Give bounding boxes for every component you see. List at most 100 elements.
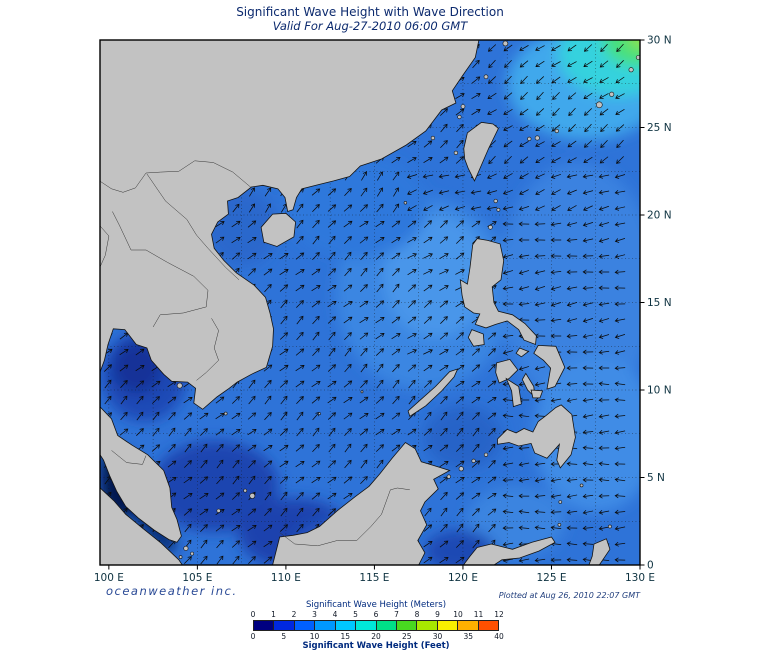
- land-palawan: [407, 368, 459, 417]
- wave-direction-arrow: [136, 411, 144, 421]
- wave-direction-arrow: [486, 190, 498, 195]
- wave-direction-arrow: [344, 236, 352, 244]
- wave-direction-arrow: [535, 189, 545, 195]
- wave-direction-arrow: [407, 349, 417, 355]
- wave-direction-arrow: [392, 171, 400, 181]
- wave-direction-arrow: [456, 332, 464, 340]
- wave-direction-arrow: [584, 123, 592, 133]
- islet: [446, 474, 451, 479]
- wave-direction-arrow: [376, 363, 384, 373]
- wave-direction-arrow: [535, 141, 545, 147]
- wave-direction-arrow: [104, 395, 112, 405]
- islet: [609, 91, 615, 97]
- wave-direction-arrow: [328, 331, 336, 341]
- land-luzon: [459, 238, 537, 346]
- wave-direction-arrow: [391, 252, 401, 260]
- wave-direction-arrow: [502, 541, 514, 547]
- wave-direction-arrow: [520, 92, 528, 100]
- wave-direction-arrow: [312, 204, 320, 212]
- wave-direction-arrow: [407, 284, 417, 292]
- wave-direction-arrow: [472, 508, 480, 516]
- wave-direction-arrow: [183, 508, 193, 516]
- wave-direction-arrow: [503, 173, 513, 179]
- wave-direction-arrow: [535, 205, 545, 211]
- wave-direction-arrow: [566, 253, 578, 259]
- wave-direction-arrow: [311, 380, 321, 388]
- wave-direction-arrow: [375, 316, 385, 324]
- wave-direction-arrow: [408, 379, 416, 389]
- wave-direction-arrow: [535, 45, 545, 51]
- wave-direction-arrow: [535, 156, 545, 164]
- islet: [178, 555, 183, 559]
- plotted-timestamp: Plotted at Aug 26, 2010 22:07 GMT: [498, 591, 640, 600]
- wave-direction-arrow: [535, 60, 545, 68]
- wave-direction-arrow: [231, 492, 240, 500]
- wave-direction-arrow: [552, 92, 560, 100]
- wave-direction-arrow: [566, 381, 578, 387]
- wave-direction-arrow: [550, 269, 562, 275]
- wave-direction-arrow: [280, 315, 288, 325]
- wave-height-patch: [602, 40, 640, 67]
- wave-direction-arrow: [183, 492, 193, 500]
- legend-tick: 11: [473, 610, 484, 619]
- islet: [628, 67, 634, 73]
- wave-direction-arrow: [566, 333, 578, 339]
- wave-direction-arrow: [536, 91, 544, 101]
- wave-direction-arrow: [582, 397, 594, 403]
- wave-direction-arrow: [216, 475, 224, 485]
- islet: [457, 114, 462, 120]
- wave-direction-arrow: [359, 412, 369, 420]
- wave-direction-arrow: [375, 348, 384, 356]
- wave-direction-arrow: [455, 220, 465, 228]
- wave-direction-arrow: [375, 236, 385, 244]
- wave-direction-arrow: [439, 205, 449, 211]
- wave-direction-arrow: [327, 412, 337, 420]
- wave-direction-arrow: [566, 237, 578, 243]
- wave-direction-arrow: [167, 460, 177, 468]
- wave-direction-arrow: [600, 123, 608, 132]
- wave-direction-arrow: [375, 444, 384, 452]
- wave-direction-arrow: [455, 269, 465, 275]
- wave-direction-arrow: [312, 219, 320, 229]
- islet: [460, 104, 466, 109]
- wave-direction-arrow: [311, 492, 321, 500]
- wave-direction-arrow: [583, 205, 593, 211]
- wave-direction-arrow: [247, 428, 257, 436]
- wave-direction-arrow: [279, 364, 289, 372]
- wave-direction-arrow: [344, 443, 352, 453]
- wave-direction-arrow: [518, 253, 530, 259]
- wave-direction-arrow: [598, 253, 610, 259]
- wave-direction-arrow: [550, 302, 562, 307]
- wave-direction-arrow: [598, 429, 610, 435]
- wave-direction-arrow: [359, 300, 369, 308]
- wave-direction-arrow: [407, 140, 417, 148]
- wave-direction-arrow: [344, 267, 352, 277]
- wave-direction-arrow: [296, 331, 304, 341]
- wave-direction-arrow: [360, 251, 368, 261]
- country-border: [100, 160, 251, 193]
- wave-direction-arrow: [215, 428, 225, 436]
- wave-direction-arrow: [502, 509, 514, 515]
- wave-direction-arrow: [343, 220, 353, 228]
- wave-direction-arrow: [503, 125, 513, 131]
- wave-direction-arrow: [518, 493, 530, 499]
- wave-direction-arrow: [470, 189, 482, 195]
- wave-direction-arrow: [519, 45, 529, 51]
- wave-direction-arrow: [598, 365, 610, 371]
- wave-direction-arrow: [534, 557, 546, 563]
- wave-direction-arrow: [423, 428, 433, 436]
- wave-direction-arrow: [248, 460, 256, 468]
- wave-direction-arrow: [488, 459, 496, 469]
- wave-direction-arrow: [519, 189, 529, 195]
- wave-direction-arrow: [551, 157, 561, 163]
- wave-direction-arrow: [598, 349, 610, 355]
- wave-direction-arrow: [600, 139, 608, 149]
- wave-direction-arrow: [615, 93, 625, 99]
- wave-direction-arrow: [296, 523, 304, 533]
- wave-direction-arrow: [392, 363, 400, 373]
- wave-direction-arrow: [535, 124, 545, 132]
- wave-direction-arrow: [248, 556, 256, 564]
- wave-direction-arrow: [248, 203, 256, 213]
- colorbar-segment: [396, 621, 418, 630]
- wave-direction-arrow: [614, 269, 626, 275]
